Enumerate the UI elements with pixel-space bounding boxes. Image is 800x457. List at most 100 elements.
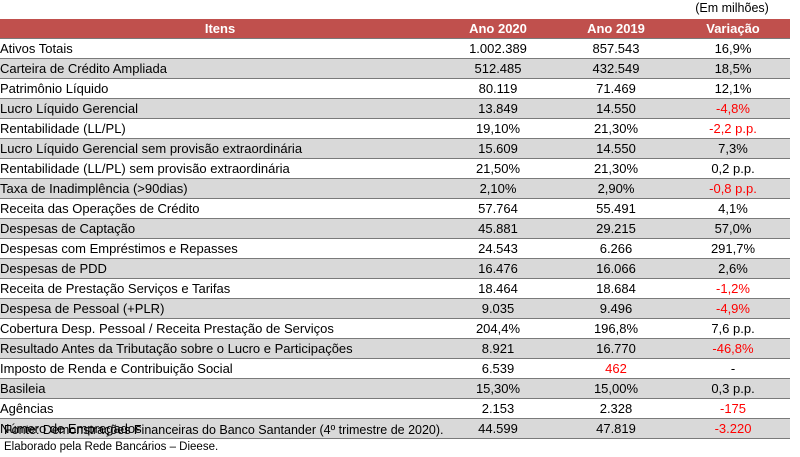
cell-change: -4,8%: [676, 98, 790, 119]
cell-item: Basileia: [0, 378, 440, 399]
credit-note: Elaborado pela Rede Bancários – Dieese.: [4, 441, 219, 453]
cell-y2020: 6.539: [440, 358, 556, 379]
table-row: Lucro Líquido Gerencial sem provisão ext…: [0, 138, 790, 159]
cell-y2020: 9.035: [440, 298, 556, 319]
cell-change: 7,6 p.p.: [676, 318, 790, 339]
cell-y2020: 1.002.389: [440, 38, 556, 59]
cell-item: Lucro Líquido Gerencial: [0, 98, 440, 119]
cell-change: -46,8%: [676, 338, 790, 359]
cell-y2019: 857.543: [556, 38, 676, 59]
cell-y2020: 15,30%: [440, 378, 556, 399]
cell-y2019: 55.491: [556, 198, 676, 219]
cell-item: Despesas de Captação: [0, 218, 440, 239]
cell-item: Agências: [0, 398, 440, 419]
cell-change: -175: [676, 398, 790, 419]
cell-y2019: 71.469: [556, 78, 676, 99]
table-row: Imposto de Renda e Contribuição Social 6.…: [0, 358, 790, 379]
cell-y2019: 16.066: [556, 258, 676, 279]
table-row: Agências 2.153 2.328 -175: [0, 398, 790, 419]
table-row: Despesas de PDD 16.476 16.066 2,6%: [0, 258, 790, 279]
table-row: Resultado Antes da Tributação sobre o Lu…: [0, 338, 790, 359]
table-row: Rentabilidade (LL/PL) 19,10% 21,30% -2,2 p.…: [0, 118, 790, 139]
cell-y2019: 29.215: [556, 218, 676, 239]
cell-y2019: 14.550: [556, 138, 676, 159]
cell-item: Carteira de Crédito Ampliada: [0, 58, 440, 79]
table-row: Cobertura Desp. Pessoal / Receita Presta…: [0, 318, 790, 339]
table-row: Receita de Prestação Serviços e Tarifas 1…: [0, 278, 790, 299]
cell-y2019: 462: [556, 358, 676, 379]
cell-y2019: 2,90%: [556, 178, 676, 199]
cell-y2019: 9.496: [556, 298, 676, 319]
table-body: Ativos Totais 1.002.389 857.543 16,9% Cartei…: [0, 38, 790, 439]
cell-y2020: 204,4%: [440, 318, 556, 339]
table-row: Despesa de Pessoal (+PLR) 9.035 9.496 -4,9%: [0, 298, 790, 319]
table-row: Despesas com Empréstimos e Repasses 24.54…: [0, 238, 790, 259]
cell-change: 0,2 p.p.: [676, 158, 790, 179]
cell-item: Taxa de Inadimplência (>90dias): [0, 178, 440, 199]
cell-y2020: 24.543: [440, 238, 556, 259]
cell-item: Ativos Totais: [0, 38, 440, 59]
cell-item: Receita de Prestação Serviços e Tarifas: [0, 278, 440, 299]
cell-y2020: 512.485: [440, 58, 556, 79]
header-change: Variação: [676, 19, 790, 39]
cell-y2019: 2.328: [556, 398, 676, 419]
table-row: Receita das Operações de Crédito 57.764 55…: [0, 198, 790, 219]
table-row: Patrimônio Líquido 80.119 71.469 12,1%: [0, 78, 790, 99]
cell-item: Cobertura Desp. Pessoal / Receita Presta…: [0, 318, 440, 339]
cell-change: 7,3%: [676, 138, 790, 159]
source-note: Fonte: Demonstrações Financeiras do Banc…: [4, 423, 444, 437]
cell-item: Lucro Líquido Gerencial sem provisão ext…: [0, 138, 440, 159]
cell-y2020: 2,10%: [440, 178, 556, 199]
cell-y2020: 45.881: [440, 218, 556, 239]
table-row: Despesas de Captação 45.881 29.215 57,0%: [0, 218, 790, 239]
cell-y2020: 80.119: [440, 78, 556, 99]
cell-change: 0,3 p.p.: [676, 378, 790, 399]
financial-table: Itens Ano 2020 Ano 2019 Variação Ativos …: [0, 19, 790, 439]
cell-item: Imposto de Renda e Contribuição Social: [0, 358, 440, 379]
cell-change: -4,9%: [676, 298, 790, 319]
cell-y2020: 15.609: [440, 138, 556, 159]
cell-y2019: 21,30%: [556, 118, 676, 139]
cell-change: 12,1%: [676, 78, 790, 99]
cell-item: Patrimônio Líquido: [0, 78, 440, 99]
cell-change: -2,2 p.p.: [676, 118, 790, 139]
table-row: Basileia 15,30% 15,00% 0,3 p.p.: [0, 378, 790, 399]
unit-note: (Em milhões): [695, 1, 769, 15]
cell-y2019: 14.550: [556, 98, 676, 119]
header-items: Itens: [0, 19, 440, 39]
cell-change: -1,2%: [676, 278, 790, 299]
header-year-2020: Ano 2020: [440, 19, 556, 39]
cell-y2019: 16.770: [556, 338, 676, 359]
cell-change: -: [676, 358, 790, 379]
cell-item: Receita das Operações de Crédito: [0, 198, 440, 219]
cell-item: Despesas com Empréstimos e Repasses: [0, 238, 440, 259]
cell-change: 57,0%: [676, 218, 790, 239]
header-year-2019: Ano 2019: [556, 19, 676, 39]
cell-y2020: 8.921: [440, 338, 556, 359]
cell-item: Rentabilidade (LL/PL) sem provisão extra…: [0, 158, 440, 179]
cell-y2019: 15,00%: [556, 378, 676, 399]
cell-y2020: 44.599: [440, 418, 556, 439]
cell-y2019: 6.266: [556, 238, 676, 259]
table-row: Carteira de Crédito Ampliada 512.485 432.5…: [0, 58, 790, 79]
cell-item: Resultado Antes da Tributação sobre o Lu…: [0, 338, 440, 359]
cell-y2019: 196,8%: [556, 318, 676, 339]
cell-item: Despesa de Pessoal (+PLR): [0, 298, 440, 319]
cell-y2019: 21,30%: [556, 158, 676, 179]
table-header: Itens Ano 2020 Ano 2019 Variação: [0, 19, 790, 39]
cell-change: 2,6%: [676, 258, 790, 279]
cell-y2020: 57.764: [440, 198, 556, 219]
cell-y2020: 2.153: [440, 398, 556, 419]
cell-y2020: 16.476: [440, 258, 556, 279]
table-row: Ativos Totais 1.002.389 857.543 16,9%: [0, 38, 790, 59]
cell-item: Despesas de PDD: [0, 258, 440, 279]
cell-y2020: 21,50%: [440, 158, 556, 179]
cell-change: -0,8 p.p.: [676, 178, 790, 199]
cell-change: 4,1%: [676, 198, 790, 219]
cell-y2020: 19,10%: [440, 118, 556, 139]
cell-change: 16,9%: [676, 38, 790, 59]
table-row: Rentabilidade (LL/PL) sem provisão extra…: [0, 158, 790, 179]
cell-item: Rentabilidade (LL/PL): [0, 118, 440, 139]
cell-y2020: 18.464: [440, 278, 556, 299]
table-row: Lucro Líquido Gerencial 13.849 14.550 -4,8%: [0, 98, 790, 119]
